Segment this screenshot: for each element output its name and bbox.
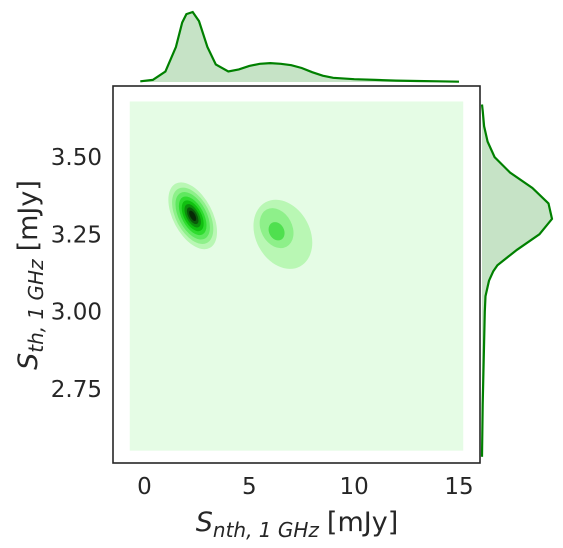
marginal-x-kde: [140, 10, 460, 83]
marginal-x-fill: [140, 12, 460, 82]
x-tick-label: 10: [340, 474, 369, 500]
y-tick-label: 3.25: [51, 222, 102, 248]
kde-contour-level-10: [189, 210, 197, 221]
x-axis-label-symbol: S: [196, 507, 213, 538]
marginal-x-line: [140, 10, 460, 83]
y-axis-label-symbol: S: [13, 353, 44, 370]
kde-contour-level-5: [268, 222, 285, 241]
x-axis-label: Snth, 1 GHz [mJy]: [196, 507, 398, 542]
marginal-y-fill: [482, 104, 552, 457]
y-axis-label-unit: [mJy]: [13, 180, 44, 251]
x-axis-label-subscript: nth, 1 GHz: [213, 518, 320, 542]
y-axis-ticks: 2.75 3.00 3.25 3.50: [51, 145, 102, 403]
kde-background-level: [129, 101, 464, 451]
y-tick-label: 3.50: [51, 145, 102, 171]
x-tick-label: 5: [242, 474, 257, 500]
marginal-y-kde: [480, 104, 554, 457]
marginal-y-line: [480, 104, 554, 457]
y-axis-label: Sth, 1 GHz [mJy]: [13, 180, 48, 370]
plot-frame: [112, 85, 481, 464]
x-axis-label-unit: [mJy]: [327, 507, 398, 538]
y-tick-label: 2.75: [51, 377, 102, 403]
x-tick-label: 15: [444, 474, 473, 500]
y-axis-label-subscript: th, 1 GHz: [24, 259, 48, 353]
x-tick-label: 0: [137, 474, 152, 500]
y-tick-label: 3.00: [51, 300, 102, 326]
x-axis-ticks: 0 5 10 15: [137, 474, 474, 500]
joint-kde-plot: [112, 85, 481, 464]
